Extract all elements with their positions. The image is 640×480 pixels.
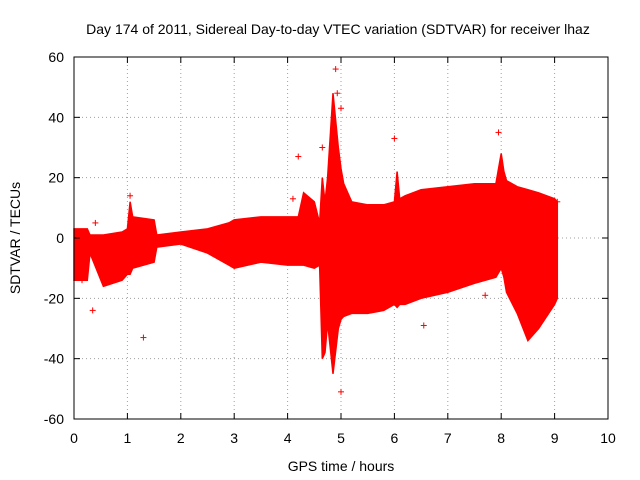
outlier-point [319, 144, 326, 151]
x-tick-label: 5 [337, 430, 345, 446]
y-tick-label: 40 [48, 109, 64, 125]
outlier-point [338, 388, 344, 395]
data-series [73, 66, 561, 395]
outlier-point [391, 135, 398, 142]
y-tick-label: 0 [56, 230, 64, 246]
x-tick-label: 7 [444, 430, 452, 446]
outlier-point [554, 198, 561, 205]
series-envelope [73, 93, 559, 374]
x-tick-label: 4 [284, 430, 292, 446]
outlier-point [482, 292, 489, 299]
y-tick-label: 20 [48, 170, 64, 186]
y-tick-label: -40 [44, 351, 64, 367]
outlier-point [420, 322, 427, 329]
x-axis-label: GPS time / hours [288, 458, 395, 474]
x-tick-label: 3 [230, 430, 238, 446]
outlier-point [289, 195, 296, 202]
x-tick-label: 2 [177, 430, 185, 446]
outlier-point [89, 307, 96, 314]
chart-title: Day 174 of 2011, Sidereal Day-to-day VTE… [86, 21, 590, 37]
outlier-point [92, 219, 99, 226]
x-tick-label: 6 [391, 430, 399, 446]
x-tick-label: 10 [600, 430, 616, 446]
x-tick-label: 1 [124, 430, 132, 446]
x-tick-label: 9 [551, 430, 559, 446]
outlier-point [495, 129, 502, 136]
y-tick-label: 60 [48, 49, 64, 65]
outlier-point [140, 334, 147, 341]
outlier-point [295, 153, 302, 160]
axis-ticks: 0 1 2 3 4 5 6 7 8 9 10 -60 -40 -20 0 20 40 60 [44, 49, 616, 446]
x-tick-label: 0 [70, 430, 78, 446]
outlier-point [332, 66, 339, 73]
outlier-point [338, 105, 344, 112]
outlier-point [127, 192, 134, 199]
x-tick-label: 8 [497, 430, 505, 446]
outlier-point [334, 90, 341, 97]
outlier-point [79, 277, 86, 284]
y-tick-label: -60 [44, 411, 64, 427]
y-tick-label: -20 [44, 290, 64, 306]
y-axis-label: SDTVAR / TECUs [7, 182, 23, 294]
